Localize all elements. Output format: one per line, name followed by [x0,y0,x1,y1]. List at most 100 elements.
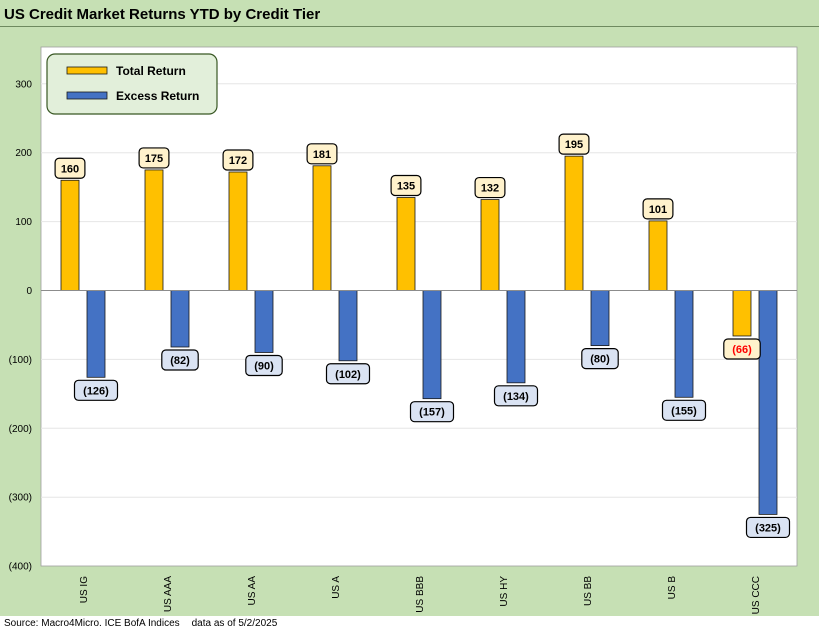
y-tick-label: (100) [9,355,32,366]
data-label-text: 160 [61,163,79,175]
data-label-box [581,348,619,370]
data-label-excess-return: (90) [245,354,283,377]
data-label-total-return: 160 [54,157,86,179]
data-label-box [745,516,791,539]
x-category-label: US IG [79,576,90,603]
chart-title: US Credit Market Returns YTD by Credit T… [4,6,321,23]
data-label-box [306,143,338,165]
bar-excess-return [422,290,442,400]
data-label-total-return: 181 [306,143,338,165]
data-label-excess-return: (325) [745,516,791,539]
data-label-box [558,133,590,155]
legend-label-excess-return: Excess Return [116,89,199,103]
data-label-text: 195 [565,139,583,151]
data-label-excess-return: (80) [581,348,619,370]
x-category-label: US HY [499,576,510,607]
x-category-label: US A [331,576,342,599]
data-date: data as of 5/2/2025 [191,618,278,629]
bar-total-return [144,169,164,291]
legend-swatch-total-return [66,66,108,75]
data-label-box [325,363,371,385]
bar-excess-return [338,290,358,362]
x-category-label: US CCC [751,576,762,614]
data-label-text: 172 [229,155,247,167]
data-label-total-return: (66) [723,338,761,360]
bar-excess-return [86,290,106,378]
y-tick-label: 100 [15,217,32,228]
data-label-box [474,176,506,199]
legend: Total Return Excess Return [46,53,218,115]
data-label-excess-return: (82) [161,349,199,371]
data-label-box [222,149,254,171]
x-category-label: US AAA [163,576,174,612]
data-label-total-return: 175 [138,147,170,169]
data-label-text: 175 [145,153,163,165]
bar-excess-return [758,290,778,515]
data-label-text: (325) [755,522,781,534]
data-label-text: (90) [254,361,274,373]
data-label-box [723,338,761,360]
data-label-text: 181 [313,149,331,161]
data-label-text: (126) [83,385,109,397]
source-text: Source: Macro4Micro. ICE BofA Indices [4,618,180,629]
bar-total-return [228,171,248,291]
data-label-box [493,385,539,407]
data-labels: 160 (126) 175 (82) 172 (90) 181 (102) 135 (157) 13… [54,133,791,539]
y-tick-label: 300 [15,79,32,90]
data-label-excess-return: (134) [493,385,539,407]
x-category-label: US AA [247,576,258,606]
data-label-text: (80) [590,354,610,366]
y-tick-label: (400) [9,562,32,573]
data-label-total-return: 172 [222,149,254,171]
bar-excess-return [674,290,694,398]
x-category-label: US BBB [415,576,426,613]
data-label-text: (82) [170,355,190,367]
data-label-total-return: 101 [642,198,674,220]
plot-area [40,46,798,567]
data-label-text: (66) [732,344,752,356]
title-divider [0,26,819,27]
y-tick-label: (200) [9,424,32,435]
data-label-total-return: 132 [474,176,506,199]
bar-total-return [732,290,752,337]
y-tick-label: (300) [9,493,32,504]
bar-total-return [648,220,668,291]
data-label-excess-return: (155) [661,399,707,421]
data-label-excess-return: (157) [409,401,455,423]
data-label-box [54,157,86,179]
y-tick-label: 200 [15,148,32,159]
data-label-box [390,174,422,197]
bars [60,155,778,515]
bar-total-return [60,179,80,291]
bar-excess-return [506,290,526,384]
bar-total-return [396,197,416,291]
bar-excess-return [254,290,274,353]
x-category-label: US BB [583,576,594,606]
bar-total-return [564,155,584,291]
source-note: Source: Macro4Micro. ICE BofA Indices dat… [4,618,289,629]
data-label-box [73,379,119,401]
data-label-text: 101 [649,204,667,216]
data-label-box [245,354,283,377]
data-label-box [661,399,707,421]
data-label-box [161,349,199,371]
data-label-text: 132 [481,183,499,195]
data-label-total-return: 195 [558,133,590,155]
data-label-box [642,198,674,220]
y-tick-label: 0 [26,286,32,297]
data-label-text: (157) [419,407,445,419]
x-category-label: US B [667,576,678,600]
legend-box [46,53,218,115]
data-label-excess-return: (126) [73,379,119,401]
legend-label-total-return: Total Return [116,64,186,78]
y-axis-tick-labels: 300 200 100 0 (100) (200) (300) (400) [9,79,33,572]
x-axis-category-labels: US IG US AAA US AA US A US BBB US HY US BB US B… [79,576,762,615]
data-label-text: (134) [503,391,529,403]
bar-excess-return [170,290,190,348]
legend-swatch-excess-return [66,91,108,100]
bar-total-return [480,199,500,291]
data-label-text: (102) [335,369,361,381]
data-label-total-return: 135 [390,174,422,197]
data-label-text: 135 [397,180,415,192]
